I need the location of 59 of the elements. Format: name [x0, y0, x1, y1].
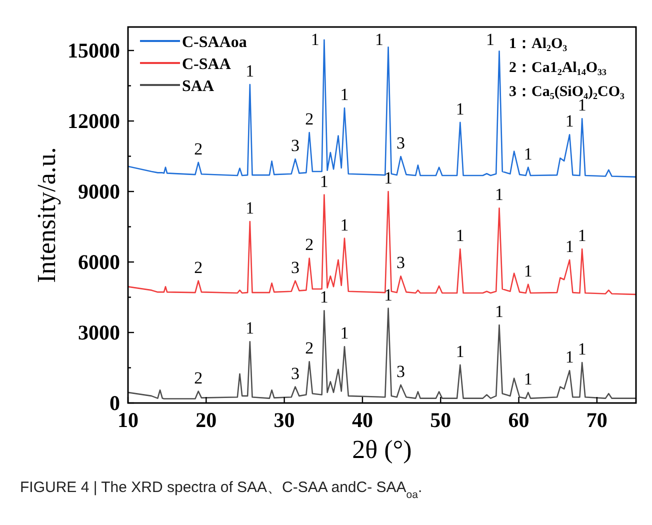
- annotation: 1: [320, 172, 328, 191]
- annotation: 2: [305, 338, 314, 358]
- annotation: 1: [494, 302, 504, 321]
- y-tick-label: 12000: [68, 109, 120, 133]
- annotation: 3: [291, 258, 300, 277]
- annotation: 3: [291, 364, 300, 383]
- annotation: 2: [194, 139, 203, 158]
- x-tick-label: 20: [196, 408, 217, 432]
- legend-label: C-SAAoa: [182, 34, 247, 51]
- annotation: 1: [524, 144, 532, 164]
- annotation: 1: [246, 198, 254, 218]
- annotation: 3: [396, 362, 406, 381]
- y-tick-label: 0: [110, 391, 120, 415]
- annotation: 1: [340, 85, 349, 104]
- caption: FIGURE 4 | The XRD spectra of SAA、C-SAA andC- SAA$_{oa}$.: [20, 479, 422, 501]
- annotation: 2: [305, 110, 314, 129]
- annotation: 1: [486, 30, 494, 49]
- annotation: 2: [194, 368, 203, 388]
- annotation: 1：Al₂O₃: [509, 36, 568, 52]
- legend-label: SAA: [182, 78, 214, 95]
- annotation: 2：Ca1₂Al₁₄O₃₃: [509, 60, 607, 76]
- annotation: 2: [305, 235, 314, 254]
- annotation: 1: [340, 324, 349, 343]
- annotation: 1: [456, 99, 464, 118]
- x-tick-label: 50: [430, 408, 452, 432]
- annotation: 1: [565, 348, 574, 367]
- annotation: 1: [456, 226, 464, 246]
- annotation: 1: [524, 369, 532, 388]
- annotation: 2: [194, 258, 203, 277]
- annotation: 1: [578, 226, 586, 246]
- y-tick-label: 3000: [78, 320, 120, 344]
- annotation: 1: [310, 30, 320, 49]
- x-tick-label: 40: [352, 408, 373, 432]
- x-tick-label: 10: [118, 408, 138, 432]
- y-tick-label: 15000: [68, 38, 120, 62]
- annotation: 1: [384, 168, 392, 188]
- annotation: 1: [524, 261, 532, 280]
- annotation: 3: [291, 136, 300, 156]
- annotation: 1: [246, 62, 254, 81]
- annotation: 1: [375, 30, 384, 49]
- y-tick-label: 6000: [78, 250, 120, 274]
- x-axis-title: 2θ (°): [352, 435, 412, 464]
- annotation: 1: [578, 340, 586, 359]
- annotation: 1: [320, 288, 328, 307]
- annotation: 3: [396, 133, 406, 152]
- y-axis-title: Intensity/a.u.: [32, 147, 61, 283]
- annotation: 1: [494, 185, 504, 204]
- x-tick-label: 70: [586, 408, 608, 432]
- annotation: 1: [456, 342, 464, 361]
- annotation: 3: [396, 253, 406, 272]
- legend-label: C-SAA: [182, 56, 232, 73]
- annotation: 1: [246, 318, 254, 338]
- annotation: 1: [340, 215, 349, 234]
- annotation: 1: [565, 236, 574, 256]
- x-tick-label: 30: [274, 408, 295, 432]
- y-tick-label: 9000: [78, 180, 120, 204]
- annotation: 1: [565, 112, 574, 131]
- x-tick-label: 60: [508, 408, 530, 432]
- annotation: 1: [384, 285, 392, 304]
